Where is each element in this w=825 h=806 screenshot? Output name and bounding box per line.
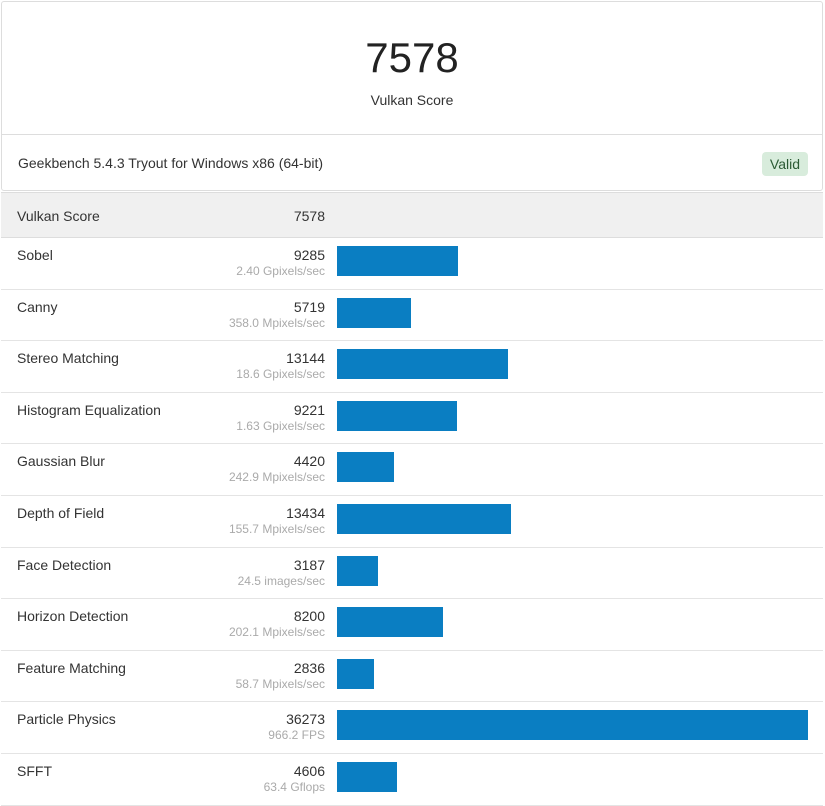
score-bar-track <box>337 503 808 534</box>
test-rate: 24.5 images/sec <box>237 573 325 588</box>
test-name: Feature Matching <box>17 659 126 676</box>
score-bar-track <box>337 246 808 276</box>
test-score: 5719 <box>293 298 325 315</box>
test-name: Gaussian Blur <box>17 453 105 470</box>
score-bar <box>337 607 443 638</box>
score-bar <box>337 452 394 483</box>
test-rate: 358.0 Mpixels/sec <box>228 315 325 330</box>
test-score: 4606 <box>293 762 325 779</box>
test-rate: 2.40 Gpixels/sec <box>236 264 325 278</box>
score-bar <box>337 761 397 792</box>
version-info-row: Geekbench 5.4.3 Tryout for Windows x86 (… <box>2 134 822 192</box>
score-bar-track <box>337 349 808 380</box>
test-name: Depth of Field <box>17 504 105 521</box>
table-row: Feature Matching 2836 58.7 Mpixels/sec <box>1 651 823 703</box>
score-bar-track <box>337 761 808 792</box>
test-score: 9221 <box>293 401 325 418</box>
score-bar <box>337 349 508 380</box>
table-rows: Sobel 9285 2.40 Gpixels/sec Canny 5719 358.0 … <box>1 238 823 806</box>
table-row: Sobel 9285 2.40 Gpixels/sec <box>1 238 823 290</box>
score-bar-track <box>337 607 808 638</box>
test-name: Stereo Matching <box>17 350 119 367</box>
score-bar-track <box>337 297 808 328</box>
test-name: Horizon Detection <box>17 608 129 625</box>
test-rate: 18.6 Gpixels/sec <box>236 367 325 382</box>
test-score: 4420 <box>293 453 325 470</box>
valid-badge: Valid <box>761 152 808 176</box>
test-name: Face Detection <box>17 556 112 573</box>
score-card: 7578 Vulkan Score Geekbench 5.4.3 Tryout… <box>1 1 823 191</box>
score-bar-track <box>337 658 808 689</box>
test-rate: 1.63 Gpixels/sec <box>236 418 325 433</box>
test-rate: 202.1 Mpixels/sec <box>228 625 325 640</box>
test-score: 3187 <box>293 556 325 573</box>
table-row: Gaussian Blur 4420 242.9 Mpixels/sec <box>1 444 823 496</box>
score-bar <box>337 503 511 534</box>
results-table: Vulkan Score 7578 Sobel 9285 2.40 Gpixels/… <box>1 192 823 806</box>
test-name: SFFT <box>17 762 52 779</box>
test-score: 13434 <box>286 504 325 521</box>
test-name: Histogram Equalization <box>17 401 161 418</box>
score-bar <box>337 555 378 586</box>
table-row: Depth of Field 13434 155.7 Mpixels/sec <box>1 496 823 548</box>
score-bar <box>337 710 808 741</box>
table-row: Stereo Matching 13144 18.6 Gpixels/sec <box>1 341 823 393</box>
header-name: Vulkan Score <box>17 208 100 224</box>
test-name: Sobel <box>17 247 53 263</box>
test-score: 9285 <box>293 247 325 263</box>
header-value: 7578 <box>293 208 325 224</box>
test-rate: 58.7 Mpixels/sec <box>235 676 325 691</box>
test-score: 2836 <box>293 659 325 676</box>
score-bar <box>337 297 411 328</box>
test-name: Particle Physics <box>17 711 116 728</box>
vulkan-score-value: 7578 <box>365 34 459 81</box>
score-bar <box>337 400 457 431</box>
test-score: 13144 <box>286 350 325 367</box>
test-rate: 63.4 Gflops <box>263 779 325 794</box>
score-bar-track <box>337 555 808 586</box>
table-row: SFFT 4606 63.4 Gflops <box>1 754 823 806</box>
score-bar <box>337 246 458 276</box>
test-name: Canny <box>17 298 58 315</box>
score-bar <box>337 658 374 689</box>
table-row: Particle Physics 36273 966.2 FPS <box>1 702 823 754</box>
table-row: Horizon Detection 8200 202.1 Mpixels/sec <box>1 599 823 651</box>
test-rate: 155.7 Mpixels/sec <box>228 521 325 536</box>
test-rate: 966.2 FPS <box>268 728 325 743</box>
test-score: 8200 <box>293 608 325 625</box>
table-row: Histogram Equalization 9221 1.63 Gpixels/s… <box>1 393 823 445</box>
vulkan-score-label: Vulkan Score <box>370 92 454 108</box>
test-score: 36273 <box>286 711 325 728</box>
table-row: Face Detection 3187 24.5 images/sec <box>1 548 823 600</box>
score-bar-track <box>337 452 808 483</box>
table-row: Canny 5719 358.0 Mpixels/sec <box>1 290 823 342</box>
version-text: Geekbench 5.4.3 Tryout for Windows x86 (… <box>18 155 324 171</box>
score-bar-track <box>337 400 808 431</box>
test-rate: 242.9 Mpixels/sec <box>228 470 325 485</box>
score-bar-track <box>337 710 808 741</box>
table-header-row: Vulkan Score 7578 <box>1 192 823 238</box>
